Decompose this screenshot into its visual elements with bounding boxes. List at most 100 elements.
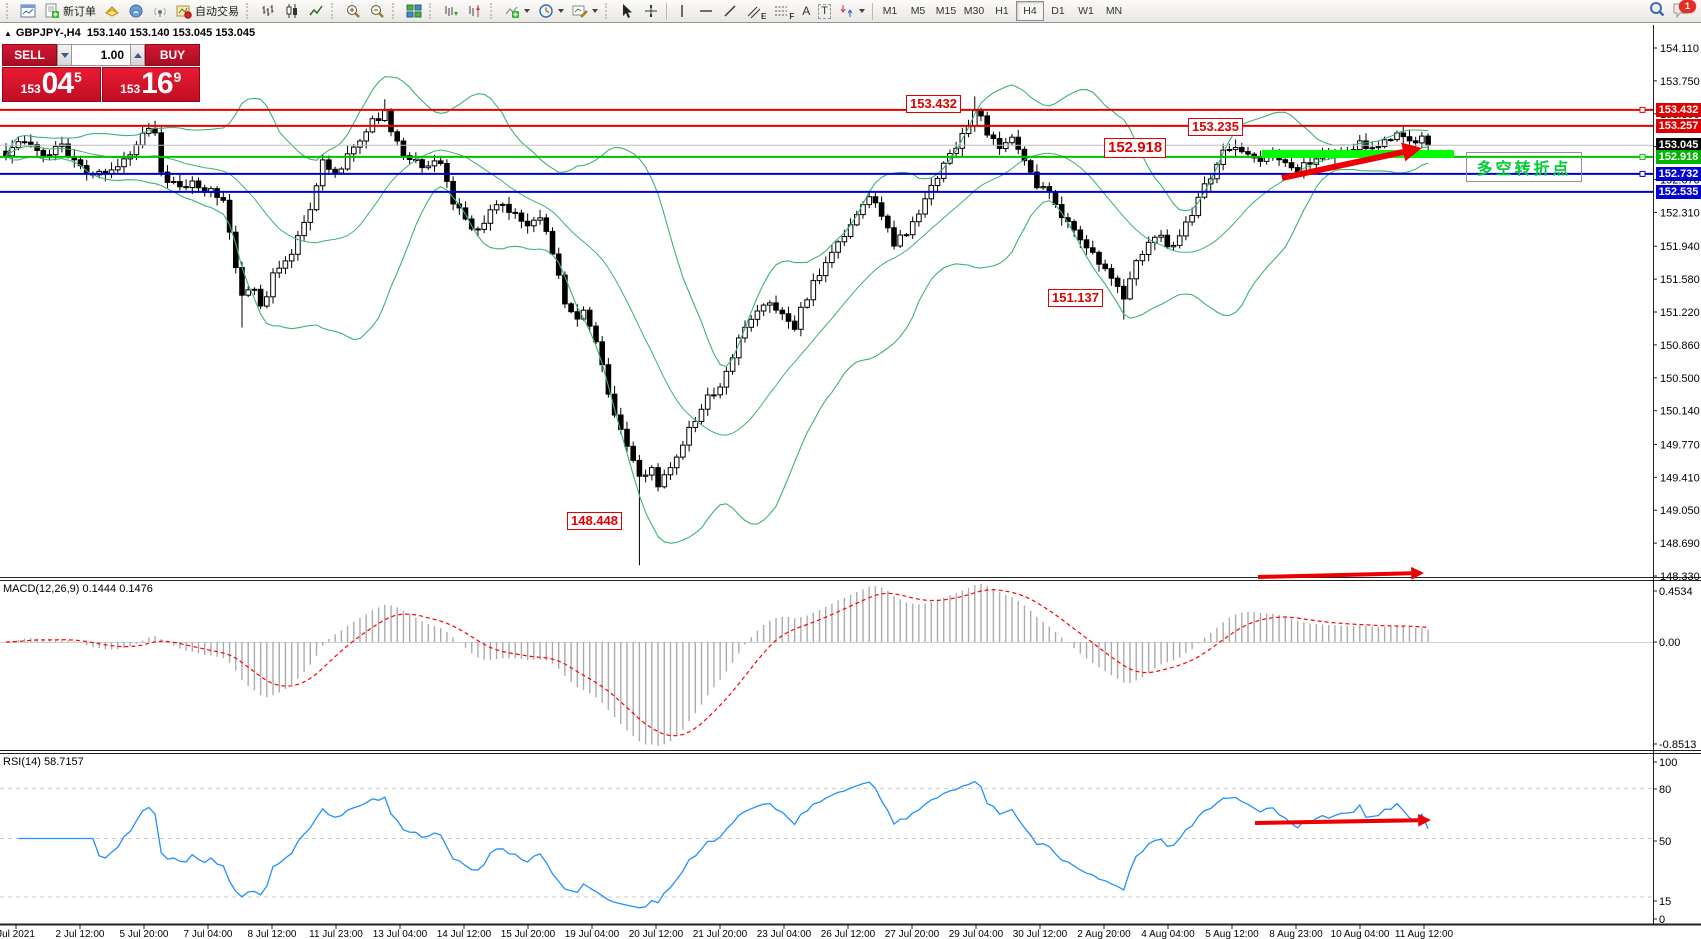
- zoom-out-button[interactable]: [365, 1, 389, 22]
- price-callout[interactable]: 152.918: [1104, 138, 1167, 158]
- arrows-tool-button[interactable]: [835, 1, 869, 22]
- text-icon: A: [802, 4, 811, 18]
- svg-text:26 Jul 12:00: 26 Jul 12:00: [821, 929, 876, 939]
- svg-text:150.500: 150.500: [1660, 373, 1700, 385]
- chart-window-button[interactable]: [16, 1, 40, 22]
- channel-button[interactable]: E: [742, 1, 770, 22]
- tile-windows-button[interactable]: [402, 1, 426, 22]
- svg-text:10 Aug 04:00: 10 Aug 04:00: [1331, 929, 1390, 939]
- search-icon[interactable]: [1648, 0, 1666, 23]
- svg-text:0.4534: 0.4534: [1659, 586, 1693, 598]
- tf-h4-button[interactable]: H4: [1015, 1, 1044, 21]
- notifications-button[interactable]: 1: [1672, 0, 1696, 21]
- periods-icon: [538, 3, 554, 19]
- tf-h1-button[interactable]: H1: [995, 5, 1009, 17]
- chart-ohlc: 153.140 153.140 153.045 153.045: [86, 27, 256, 39]
- horizontal-line-icon: [698, 3, 714, 19]
- tf-w1-button[interactable]: W1: [1078, 5, 1094, 17]
- tf-m5-button[interactable]: M5: [910, 5, 926, 17]
- main-toolbar: 新订单 自动交易: [0, 0, 1701, 23]
- tf-m1-button[interactable]: M1: [882, 5, 898, 17]
- price-callout[interactable]: 148.448: [567, 512, 622, 530]
- sell-price-panel[interactable]: 153 04 5: [2, 67, 101, 102]
- dropdown-caret: [858, 9, 865, 13]
- svg-text:152.310: 152.310: [1660, 207, 1700, 219]
- chart-window-icon: [20, 3, 36, 19]
- volume-increase-button[interactable]: [130, 44, 145, 66]
- svg-text:151.220: 151.220: [1660, 307, 1700, 319]
- channel-letter: E: [761, 11, 767, 21]
- toolbar-grip: [331, 3, 338, 19]
- sell-price-prefix: 153: [20, 82, 41, 96]
- autoscroll-button[interactable]: [439, 1, 463, 22]
- toolbar-grip: [246, 3, 253, 19]
- bar-chart-button[interactable]: [256, 1, 280, 22]
- svg-text:8 Aug 23:00: 8 Aug 23:00: [1269, 929, 1323, 939]
- metaeditor-button[interactable]: [100, 1, 124, 22]
- periods-button[interactable]: [534, 1, 568, 22]
- horizontal-line-button[interactable]: [694, 1, 718, 22]
- fibonacci-icon: [774, 3, 788, 19]
- svg-text:8 Jul 12:00: 8 Jul 12:00: [248, 929, 297, 939]
- text-label-button[interactable]: T: [814, 1, 835, 22]
- price-callout[interactable]: 153.235: [1188, 118, 1243, 136]
- svg-text:23 Jul 04:00: 23 Jul 04:00: [757, 929, 812, 939]
- tf-m15-button[interactable]: M15: [935, 5, 957, 17]
- candlestick-button[interactable]: [280, 1, 304, 22]
- svg-text:151.580: 151.580: [1660, 274, 1700, 286]
- trendline-icon: [722, 3, 738, 19]
- chart-shift-button[interactable]: [463, 1, 487, 22]
- one-click-trading-panel: SELL 1.00 BUY 153 04 5 153 16 9: [2, 44, 200, 102]
- tf-d1-button[interactable]: D1: [1051, 5, 1065, 17]
- cursor-button[interactable]: [615, 1, 639, 22]
- svg-text:2 Jul 12:00: 2 Jul 12:00: [56, 929, 105, 939]
- svg-text:149.770: 149.770: [1660, 439, 1700, 451]
- autotrading-button[interactable]: 自动交易: [172, 1, 243, 22]
- vertical-line-button[interactable]: [670, 1, 694, 22]
- tf-mn-button[interactable]: MN: [1105, 5, 1123, 17]
- svg-text:11 Jul 23:00: 11 Jul 23:00: [309, 929, 363, 939]
- notification-badge: 1: [1679, 0, 1696, 13]
- axis-price-badge: 153.045: [1656, 138, 1701, 153]
- buy-price-prefix: 153: [120, 82, 141, 96]
- collapse-triangle-icon[interactable]: ▲: [4, 29, 12, 38]
- line-chart-button[interactable]: [304, 1, 328, 22]
- metaeditor-icon: [104, 3, 120, 19]
- zoom-out-icon: [369, 3, 385, 19]
- trendline-button[interactable]: [718, 1, 742, 22]
- templates-button[interactable]: [568, 1, 602, 22]
- buy-button[interactable]: BUY: [145, 44, 200, 66]
- new-order-button[interactable]: 新订单: [40, 1, 100, 22]
- svg-text:153.750: 153.750: [1660, 76, 1700, 88]
- rsi-label: RSI(14) 58.7157: [3, 756, 84, 768]
- tf-m30-button[interactable]: M30: [963, 5, 985, 17]
- price-callout[interactable]: 153.432: [906, 95, 961, 113]
- buy-price-big: 16: [141, 67, 173, 100]
- line-chart-icon: [308, 3, 324, 19]
- svg-text:15 Jul 20:00: 15 Jul 20:00: [501, 929, 556, 939]
- macd-label: MACD(12,26,9) 0.1444 0.1476: [3, 583, 153, 595]
- chinese-note-label[interactable]: 多空转折点: [1466, 152, 1582, 182]
- zoom-in-button[interactable]: [341, 1, 365, 22]
- buy-price-panel[interactable]: 153 16 9: [101, 67, 200, 102]
- price-callout[interactable]: 151.137: [1048, 289, 1103, 307]
- signals-icon: [152, 3, 168, 19]
- crosshair-button[interactable]: [639, 1, 663, 22]
- tile-windows-icon: [406, 3, 422, 19]
- signals-button[interactable]: [148, 1, 172, 22]
- buy-price-sup: 9: [173, 69, 182, 85]
- fibonacci-button[interactable]: F: [770, 1, 798, 22]
- svg-text:148.330: 148.330: [1660, 571, 1700, 583]
- axis-price-badge: 153.257: [1656, 118, 1701, 133]
- sell-button[interactable]: SELL: [2, 44, 57, 66]
- volume-decrease-button[interactable]: [57, 44, 72, 66]
- market-button[interactable]: [124, 1, 148, 22]
- cursor-icon: [619, 3, 635, 19]
- svg-text:27 Jul 20:00: 27 Jul 20:00: [885, 929, 940, 939]
- svg-text:15: 15: [1659, 896, 1671, 908]
- svg-text:13 Jul 04:00: 13 Jul 04:00: [373, 929, 428, 939]
- volume-input[interactable]: 1.00: [72, 44, 130, 66]
- text-button[interactable]: A: [798, 1, 814, 22]
- indicators-button[interactable]: [500, 1, 534, 22]
